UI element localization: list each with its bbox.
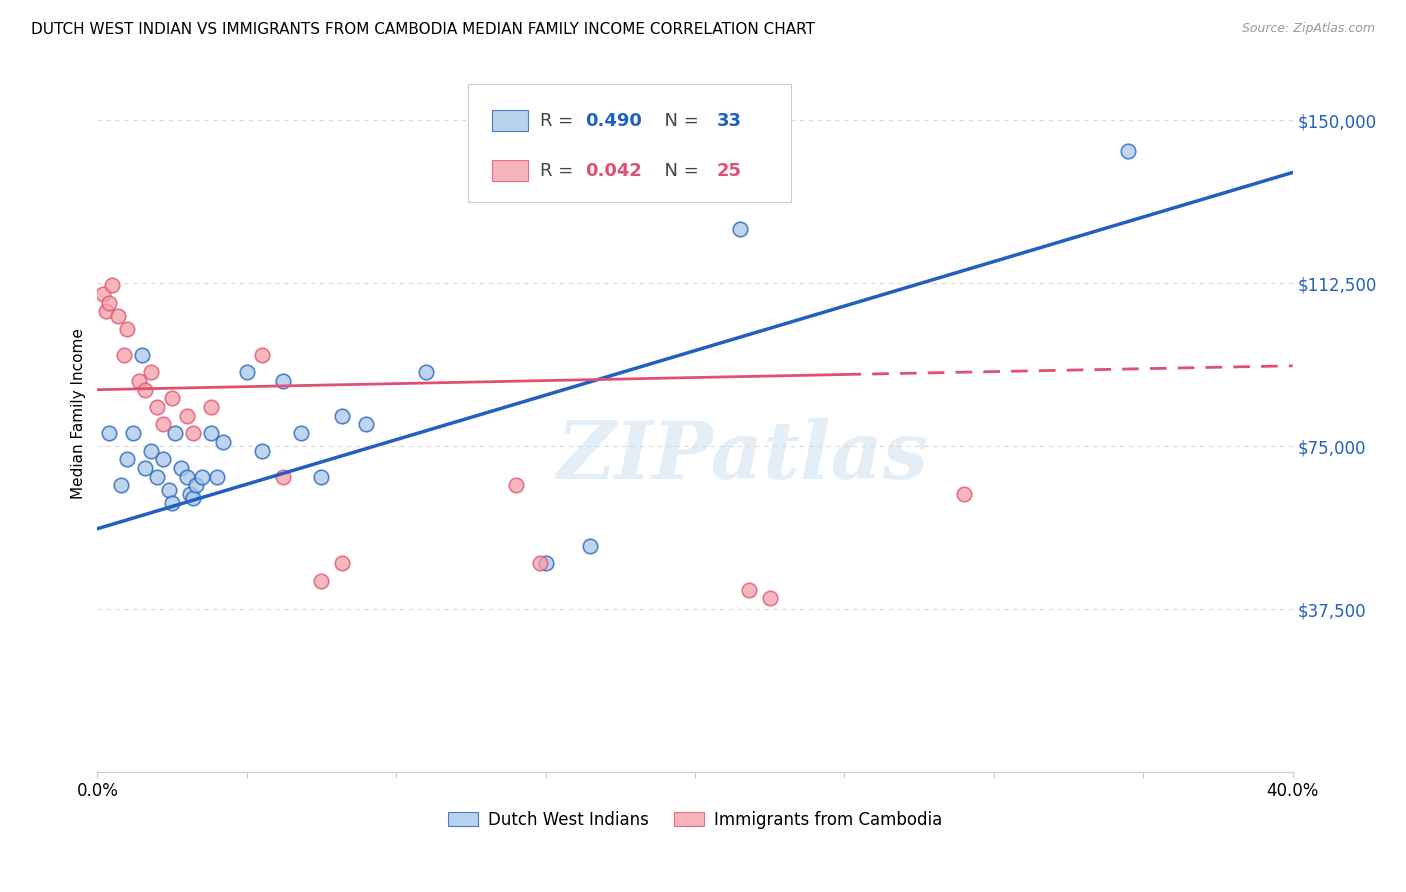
- Point: [134, 383, 156, 397]
- Text: ZIPatlas: ZIPatlas: [557, 417, 929, 495]
- Text: Source: ZipAtlas.com: Source: ZipAtlas.com: [1241, 22, 1375, 36]
- Point: [200, 426, 222, 441]
- Point: [139, 443, 162, 458]
- Point: [271, 374, 294, 388]
- Point: [505, 478, 527, 492]
- Point: [271, 469, 294, 483]
- Point: [98, 295, 121, 310]
- Point: [728, 222, 751, 236]
- Point: [131, 348, 153, 362]
- Point: [236, 365, 259, 379]
- Point: [1118, 144, 1140, 158]
- Text: N =: N =: [654, 161, 704, 180]
- Text: DUTCH WEST INDIAN VS IMMIGRANTS FROM CAMBODIA MEDIAN FAMILY INCOME CORRELATION C: DUTCH WEST INDIAN VS IMMIGRANTS FROM CAM…: [31, 22, 815, 37]
- Point: [311, 469, 333, 483]
- Point: [356, 417, 378, 432]
- Point: [332, 557, 354, 571]
- Text: N =: N =: [654, 112, 704, 129]
- Point: [152, 452, 174, 467]
- Point: [128, 374, 150, 388]
- Point: [91, 287, 114, 301]
- Point: [758, 591, 780, 606]
- Point: [184, 478, 207, 492]
- Text: R =: R =: [540, 161, 579, 180]
- Point: [176, 469, 198, 483]
- Point: [332, 409, 354, 423]
- Point: [311, 574, 333, 588]
- Point: [157, 483, 180, 497]
- Point: [112, 348, 135, 362]
- FancyBboxPatch shape: [492, 160, 527, 181]
- Point: [181, 491, 204, 506]
- Point: [415, 365, 437, 379]
- Point: [165, 426, 187, 441]
- Text: 0.490: 0.490: [585, 112, 643, 129]
- Point: [146, 400, 169, 414]
- Point: [160, 392, 183, 406]
- Legend: Dutch West Indians, Immigrants from Cambodia: Dutch West Indians, Immigrants from Camb…: [441, 804, 949, 836]
- Text: 0.042: 0.042: [585, 161, 643, 180]
- Point: [179, 487, 201, 501]
- Point: [170, 461, 193, 475]
- Point: [96, 304, 118, 318]
- Point: [139, 365, 162, 379]
- FancyBboxPatch shape: [468, 84, 790, 202]
- Text: R =: R =: [540, 112, 579, 129]
- Point: [176, 409, 198, 423]
- Point: [160, 496, 183, 510]
- Point: [115, 322, 138, 336]
- Point: [152, 417, 174, 432]
- Point: [98, 426, 121, 441]
- Point: [579, 539, 602, 553]
- Point: [181, 426, 204, 441]
- Point: [529, 557, 551, 571]
- Point: [115, 452, 138, 467]
- Point: [953, 487, 976, 501]
- Point: [107, 309, 129, 323]
- Text: 33: 33: [717, 112, 741, 129]
- Point: [191, 469, 214, 483]
- Text: 25: 25: [717, 161, 741, 180]
- Point: [205, 469, 228, 483]
- Point: [534, 557, 557, 571]
- Point: [250, 443, 273, 458]
- Y-axis label: Median Family Income: Median Family Income: [72, 328, 86, 499]
- Point: [250, 348, 273, 362]
- Point: [122, 426, 145, 441]
- Point: [110, 478, 132, 492]
- Point: [200, 400, 222, 414]
- Point: [212, 434, 235, 449]
- Point: [134, 461, 156, 475]
- Point: [738, 582, 761, 597]
- Point: [146, 469, 169, 483]
- Point: [290, 426, 312, 441]
- FancyBboxPatch shape: [492, 110, 527, 131]
- Point: [101, 278, 124, 293]
